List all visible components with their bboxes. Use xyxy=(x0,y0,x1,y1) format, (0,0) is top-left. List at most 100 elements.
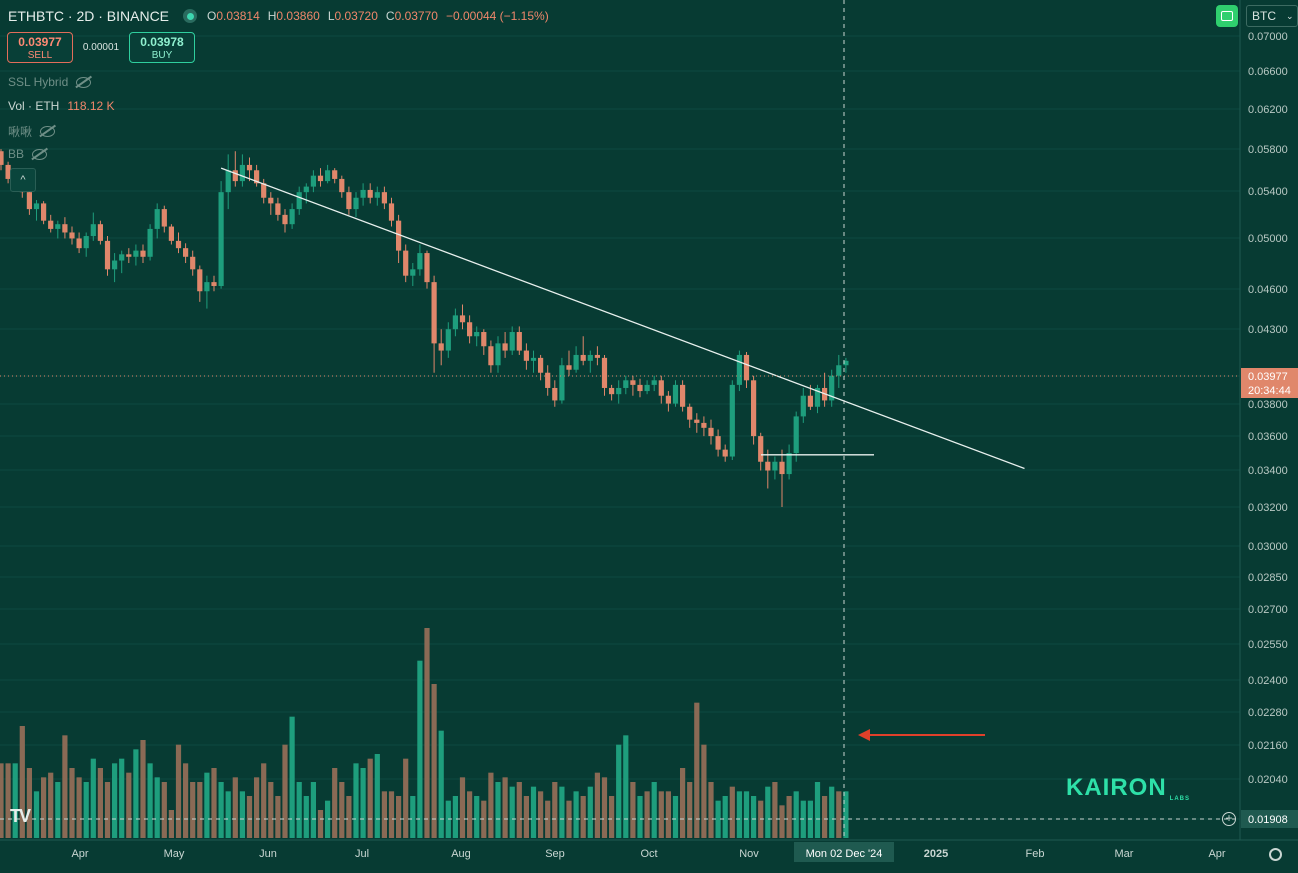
volume-bar xyxy=(687,782,693,838)
volume-bar xyxy=(467,791,473,838)
volume-bar xyxy=(495,782,501,838)
volume-bar xyxy=(90,758,96,838)
volume-bar xyxy=(119,758,125,838)
candle-body xyxy=(616,387,622,395)
volume-bar xyxy=(232,777,238,838)
x-tick-label: Aug xyxy=(451,848,471,860)
indicator-ssl-hybrid[interactable]: SSL Hybrid xyxy=(8,75,92,89)
sell-price: 0.03977 xyxy=(18,35,62,49)
tradingview-logo[interactable]: TV xyxy=(10,806,31,826)
volume-bar xyxy=(126,772,132,838)
indicator-bb[interactable]: BB xyxy=(8,147,48,161)
candle-body xyxy=(552,387,558,401)
screenshot-icon[interactable] xyxy=(1216,5,1238,27)
candle-body xyxy=(140,250,146,257)
candle-body xyxy=(708,427,714,437)
candle-body xyxy=(317,175,324,182)
volume-bar xyxy=(452,796,458,838)
candle-body xyxy=(388,203,395,221)
y-tick-label: 0.03400 xyxy=(1248,465,1288,477)
last-price-tag xyxy=(1241,368,1298,398)
candle-body xyxy=(566,365,572,370)
y-tick-label: 0.02160 xyxy=(1248,740,1288,752)
candle-body xyxy=(26,192,32,210)
volume-bar xyxy=(488,772,494,838)
candle-body xyxy=(261,183,267,198)
candle-body xyxy=(488,346,494,366)
y-tick-label: 0.05800 xyxy=(1248,144,1288,156)
volume-bar xyxy=(48,772,54,838)
x-tick-label: Sep xyxy=(545,848,565,860)
candle-body xyxy=(758,436,764,462)
y-tick-label: 0.02700 xyxy=(1248,604,1288,616)
volume-bar xyxy=(12,763,18,838)
candle-body xyxy=(687,406,693,420)
candle-body xyxy=(62,224,68,233)
volume-bar xyxy=(516,782,522,838)
volume-bar xyxy=(183,763,189,838)
volume-bar xyxy=(665,791,671,838)
volume-bar xyxy=(459,777,466,838)
x-tick-label: Feb xyxy=(1026,848,1045,860)
volume-bar xyxy=(715,800,721,838)
candle-body xyxy=(0,151,4,165)
candle-body xyxy=(644,384,650,392)
chevron-down-icon: ⌄ xyxy=(1286,10,1294,21)
candle-body xyxy=(76,238,82,249)
volume-bar xyxy=(388,791,395,838)
candle-body xyxy=(126,254,132,257)
volume-bar xyxy=(708,782,714,838)
settings-gear-icon[interactable] xyxy=(1269,848,1282,861)
candle-body xyxy=(623,380,629,388)
x-tick-label: Jun xyxy=(259,848,277,860)
candle-body xyxy=(481,332,487,347)
candle-body xyxy=(367,189,373,198)
indicator-custom[interactable]: 啾啾 xyxy=(8,123,56,140)
volume-bar xyxy=(317,810,324,838)
candle-body xyxy=(459,315,466,323)
volume-bar xyxy=(140,740,146,838)
y-tick-label: 0.07000 xyxy=(1248,31,1288,43)
volume-bar xyxy=(594,772,600,838)
candle-body xyxy=(829,375,835,401)
candle-body xyxy=(211,282,217,287)
collapse-indicators-button[interactable]: ^ xyxy=(10,168,36,192)
candle-body xyxy=(722,449,728,457)
volume-bar xyxy=(793,791,799,838)
volume-bar xyxy=(204,772,210,838)
volume-bar xyxy=(367,758,373,838)
eye-hidden-icon[interactable] xyxy=(40,126,56,137)
candle-body xyxy=(559,365,565,401)
candle-body xyxy=(751,380,757,437)
volume-bar xyxy=(779,805,785,838)
candle-body xyxy=(509,332,515,351)
candle-body xyxy=(772,461,778,471)
market-status-icon[interactable] xyxy=(183,9,198,23)
last-price-label: 0.03977 xyxy=(1248,371,1288,383)
volume-bar xyxy=(765,786,771,838)
indicator-volume[interactable]: Vol · ETH 118.12 K xyxy=(8,99,115,113)
candle-body xyxy=(495,343,501,366)
candle-body xyxy=(41,203,47,221)
volume-bar xyxy=(772,782,778,838)
candle-body xyxy=(843,360,849,366)
volume-bar xyxy=(601,777,608,838)
candle-body xyxy=(715,436,721,450)
currency-select[interactable]: BTC ⌄ xyxy=(1246,5,1298,27)
candle-body xyxy=(275,203,281,215)
volume-bar xyxy=(381,791,387,838)
volume-bar xyxy=(587,786,593,838)
eye-hidden-icon[interactable] xyxy=(76,76,92,88)
x-tick-label: Apr xyxy=(71,848,88,860)
symbol-title[interactable]: ETHBTC · 2D · BINANCE xyxy=(8,8,170,24)
sell-button[interactable]: 0.03977 SELL xyxy=(7,32,73,63)
volume-bar xyxy=(609,796,615,838)
candle-body xyxy=(431,282,437,344)
candle-body xyxy=(651,380,657,385)
candle-body xyxy=(119,254,125,261)
eye-hidden-icon[interactable] xyxy=(32,148,48,160)
y-tick-label: 0.02280 xyxy=(1248,707,1288,719)
buy-button[interactable]: 0.03978 BUY xyxy=(129,32,195,63)
add-alert-icon[interactable]: + xyxy=(1222,812,1236,826)
